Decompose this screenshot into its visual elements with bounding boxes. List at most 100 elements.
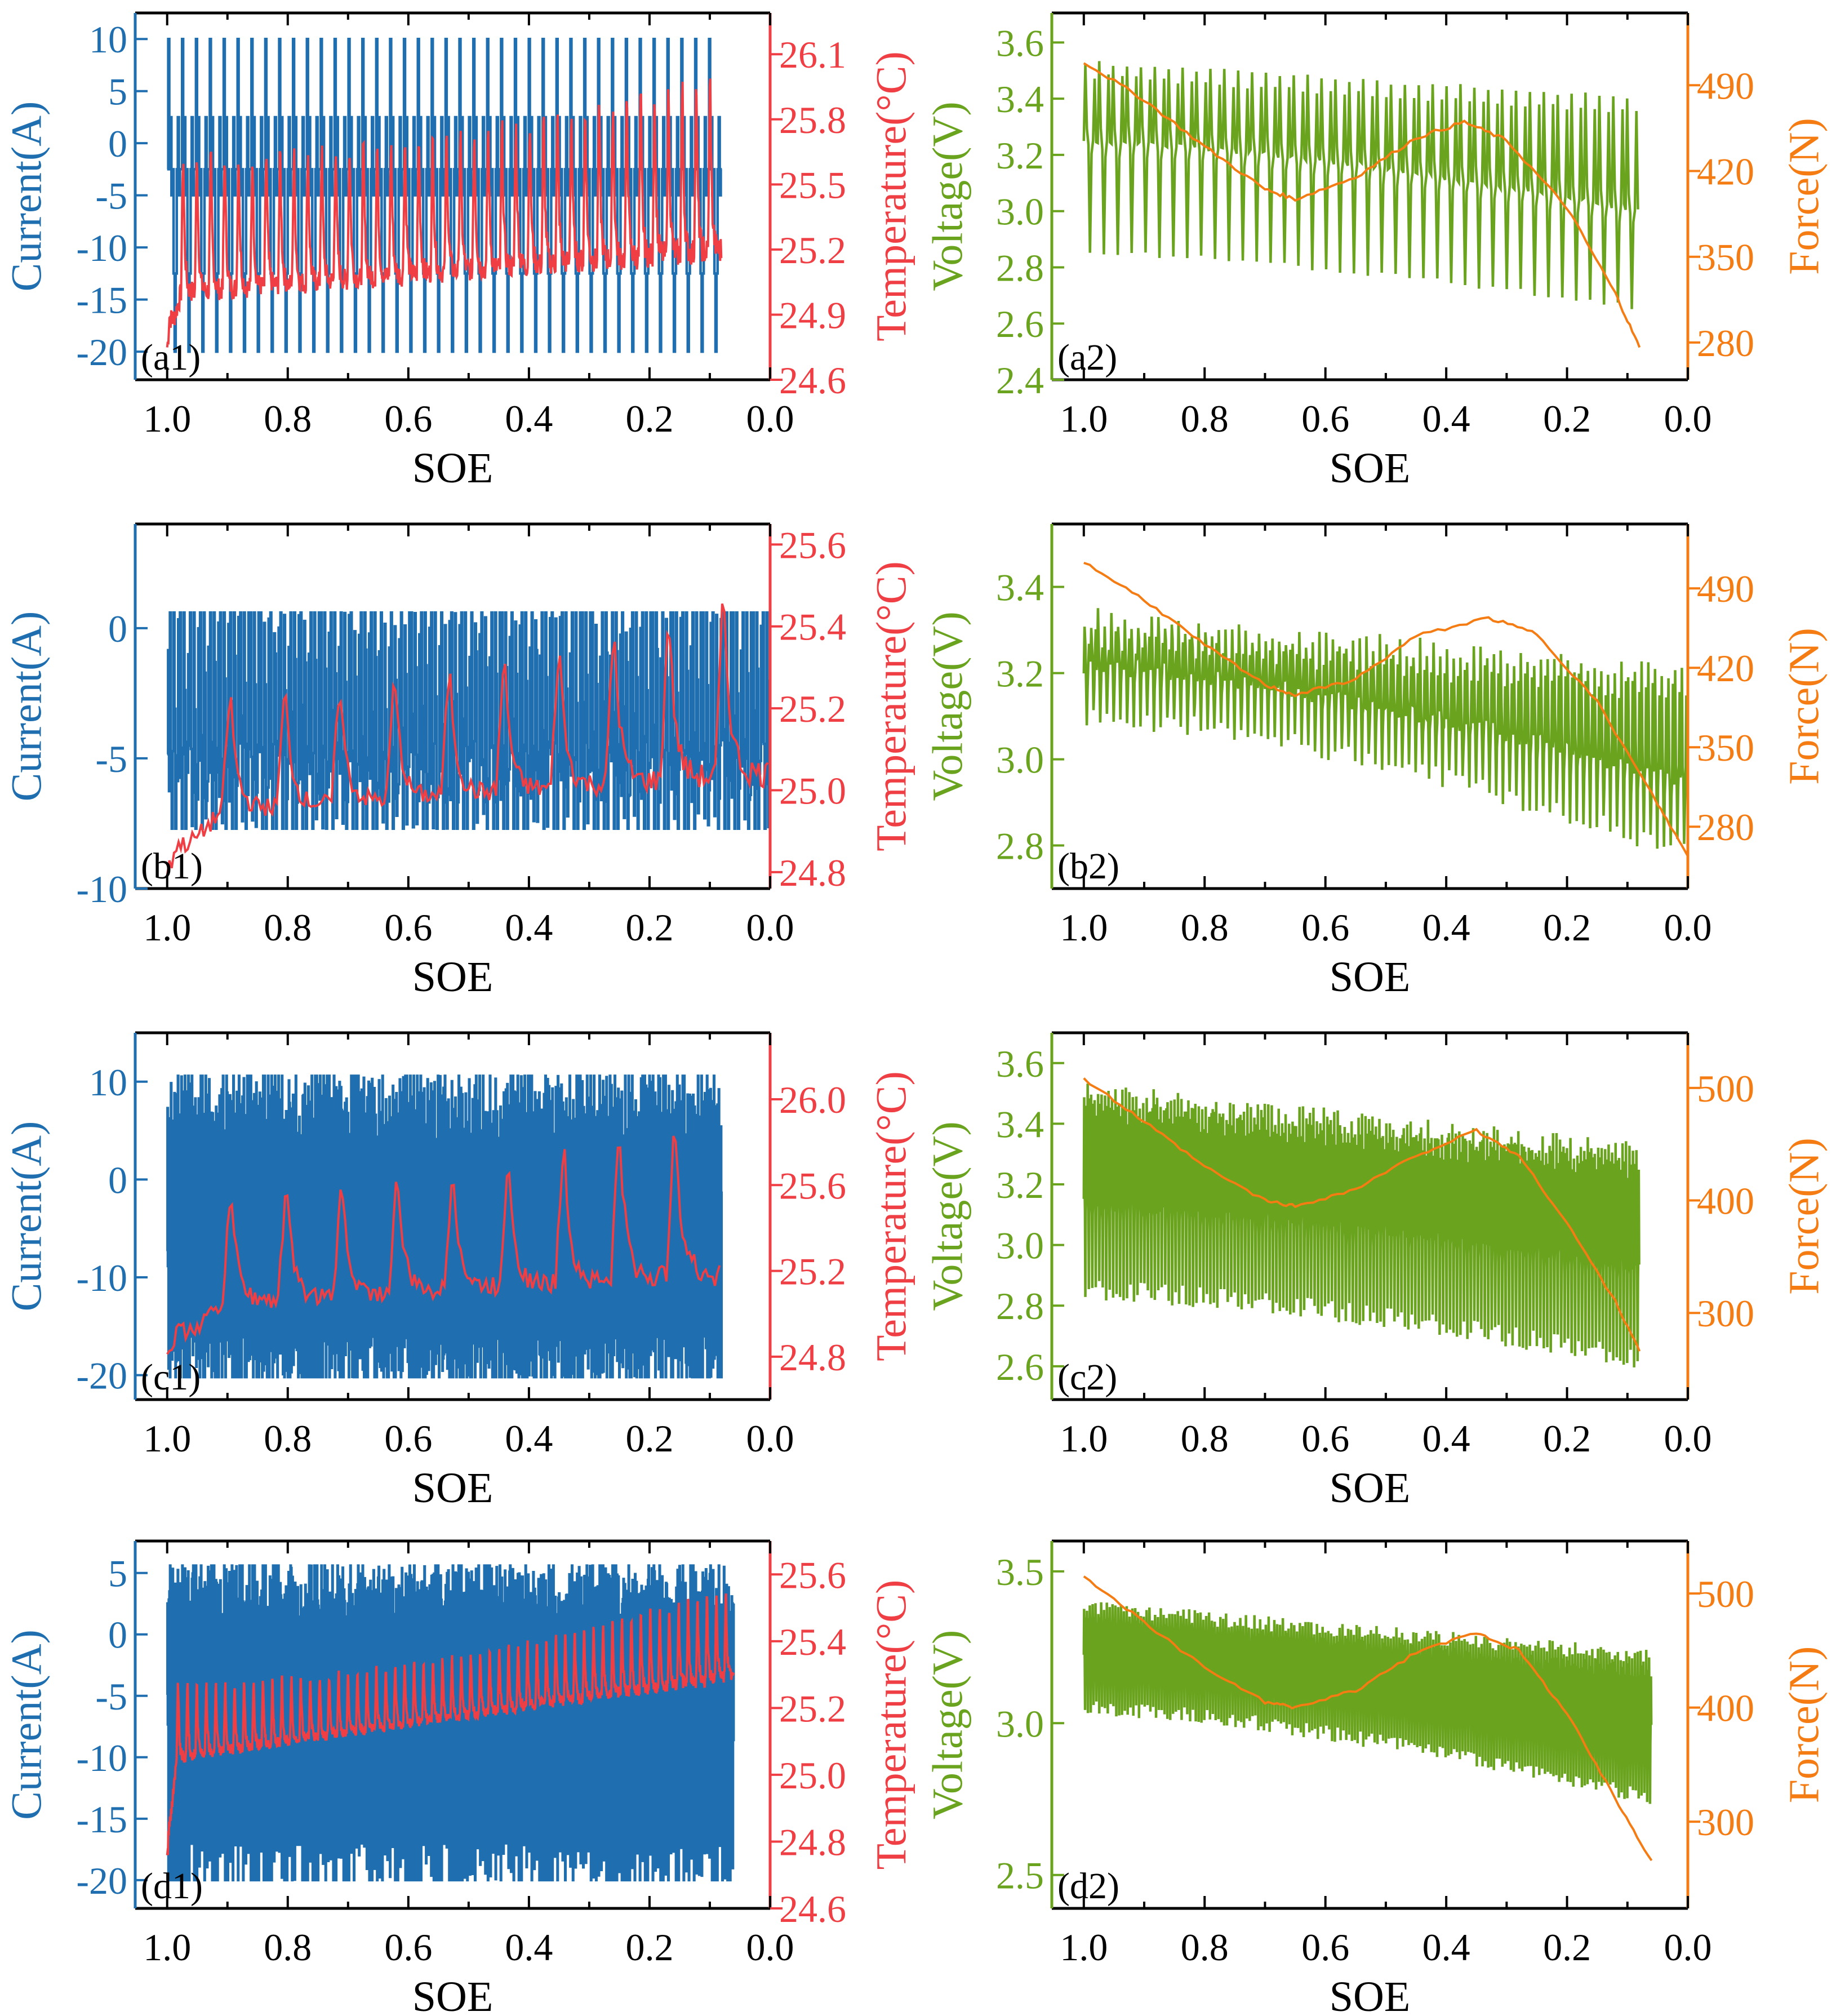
right-y-tick-label: 24.6 xyxy=(779,1888,846,1930)
temperature-series-line xyxy=(166,78,723,348)
left-y-tick-label: 3.0 xyxy=(996,190,1044,233)
right-y-axis-title: Temperature(°C) xyxy=(868,561,915,851)
right-y-tick-label: 25.4 xyxy=(779,606,846,649)
right-y-tick-label: 25.6 xyxy=(779,1164,846,1207)
force-series-line xyxy=(1083,562,1688,857)
panel-b1: 1.0 0.8 0.6 0.4 0.2 0.0 SOE 0 -5 -10 Current(A) 25.… xyxy=(3,522,915,1001)
right-y-tick-label: 24.9 xyxy=(779,294,846,336)
right-y-tick-label: 490 xyxy=(1697,567,1754,610)
force-series-line xyxy=(1083,62,1641,348)
left-y-axis-title: Current(A) xyxy=(3,1629,50,1820)
right-y-tick-label: 24.6 xyxy=(779,359,846,402)
panel-label: (c1) xyxy=(141,1357,201,1398)
panel-label: (a2) xyxy=(1057,337,1117,378)
temperature-series-line xyxy=(166,1135,721,1355)
x-tick-label: 0.0 xyxy=(1664,1926,1712,1969)
x-axis-title: SOE xyxy=(1330,1973,1411,2016)
x-tick-label: 0.4 xyxy=(1422,1926,1470,1969)
right-y-tick-label: 25.2 xyxy=(779,1250,846,1293)
left-y-tick-label: 3.5 xyxy=(996,1551,1044,1593)
right-y-tick-label: 25.2 xyxy=(779,687,846,730)
left-y-tick-label: 3.6 xyxy=(996,21,1044,64)
left-y-tick-label: 0 xyxy=(108,607,127,650)
x-tick-label: 0.2 xyxy=(625,397,673,440)
x-tick-label: 0.4 xyxy=(505,397,553,440)
left-y-axis-title: Current(A) xyxy=(3,101,50,292)
current-series-line xyxy=(166,1564,735,1882)
right-y-tick-label: 420 xyxy=(1697,150,1754,193)
x-tick-label: 0.2 xyxy=(1543,1417,1591,1460)
left-y-tick-label: 0 xyxy=(108,1158,127,1201)
voltage-series-line xyxy=(1082,1084,1641,1367)
panel-a2: 1.0 0.8 0.6 0.4 0.2 0.0 SOE 3.6 3.4 3.2 3.0 2.8 2.6 2… xyxy=(924,11,1828,492)
x-tick-label: 1.0 xyxy=(1060,1417,1108,1460)
x-tick-label: 0.0 xyxy=(746,906,794,949)
x-tick-label: 0.8 xyxy=(264,906,312,949)
left-y-tick-label: 3.2 xyxy=(996,134,1044,177)
x-tick-label: 0.6 xyxy=(384,397,432,440)
left-y-tick-label: -10 xyxy=(76,1737,127,1779)
right-y-tick-label: 24.8 xyxy=(779,1336,846,1379)
left-y-axis-title: Current(A) xyxy=(3,611,50,802)
left-y-tick-label: -10 xyxy=(76,1256,127,1299)
x-tick-label: 0.2 xyxy=(625,906,673,949)
left-y-tick-label: 3.6 xyxy=(996,1042,1044,1085)
right-y-tick-label: 280 xyxy=(1697,322,1754,365)
x-tick-label: 1.0 xyxy=(143,1417,191,1460)
current-series-line xyxy=(166,1074,723,1379)
right-y-axis-title: Force(N) xyxy=(1780,1646,1828,1804)
right-y-tick-label: 400 xyxy=(1697,1687,1754,1730)
right-y-tick-label: 25.2 xyxy=(779,229,846,272)
current-series-line xyxy=(167,37,722,353)
left-y-axis-title: Voltage(V) xyxy=(924,611,971,801)
right-y-tick-label: 300 xyxy=(1697,1801,1754,1844)
x-axis-title: SOE xyxy=(412,1464,494,1512)
right-y-tick-label: 26.1 xyxy=(779,33,846,76)
x-tick-label: 1.0 xyxy=(1060,906,1108,949)
right-y-tick-label: 500 xyxy=(1697,1067,1754,1110)
left-y-tick-label: -5 xyxy=(95,175,127,217)
left-y-tick-label: 3.4 xyxy=(996,566,1044,609)
x-axis-title: SOE xyxy=(1330,1464,1411,1512)
right-y-axis-title: Force(N) xyxy=(1780,628,1828,785)
right-y-tick-label: 25.4 xyxy=(779,1620,846,1663)
left-y-tick-label: -20 xyxy=(76,1859,127,1902)
x-tick-label: 1.0 xyxy=(1060,1926,1108,1969)
x-tick-label: 0.0 xyxy=(746,1926,794,1969)
left-y-tick-label: 10 xyxy=(89,1061,127,1104)
x-tick-label: 0.6 xyxy=(1301,1926,1349,1969)
left-y-tick-label: 5 xyxy=(108,70,127,113)
right-y-tick-label: 24.8 xyxy=(779,851,846,894)
right-y-tick-label: 400 xyxy=(1697,1180,1754,1223)
left-y-tick-label: 2.8 xyxy=(996,825,1044,868)
right-y-tick-label: 420 xyxy=(1697,647,1754,690)
left-y-tick-label: 2.8 xyxy=(996,1285,1044,1327)
left-y-tick-label: 3.4 xyxy=(996,78,1044,121)
x-tick-label: 0.2 xyxy=(625,1417,673,1460)
right-y-tick-label: 25.0 xyxy=(779,1754,846,1797)
voltage-series-line xyxy=(1082,61,1639,309)
left-y-tick-label: -5 xyxy=(95,1675,127,1718)
left-y-tick-label: 10 xyxy=(89,18,127,61)
x-tick-label: 0.8 xyxy=(264,1417,312,1460)
left-y-tick-label: -10 xyxy=(76,868,127,911)
panel-label: (d1) xyxy=(141,1866,203,1907)
right-y-axis-title: Temperature(°C) xyxy=(868,51,915,341)
x-tick-label: 1.0 xyxy=(143,397,191,440)
x-tick-label: 0.4 xyxy=(1422,397,1470,440)
x-tick-label: 0.8 xyxy=(1181,397,1229,440)
x-tick-label: 0.8 xyxy=(1181,906,1229,949)
x-tick-label: 1.0 xyxy=(1060,397,1108,440)
left-y-tick-label: 3.2 xyxy=(996,1164,1044,1206)
right-y-axis-title: Temperature(°C) xyxy=(868,1071,915,1361)
left-y-tick-label: 0 xyxy=(108,122,127,165)
x-tick-label: 0.0 xyxy=(1664,1417,1712,1460)
right-y-tick-label: 25.0 xyxy=(779,770,846,812)
panel-c2: 1.0 0.8 0.6 0.4 0.2 0.0 SOE 3.6 3.4 3.2 3.0 2.8 2.6 V… xyxy=(924,1031,1828,1512)
right-y-tick-label: 280 xyxy=(1697,806,1754,849)
x-tick-label: 0.8 xyxy=(264,397,312,440)
panel-b2: 1.0 0.8 0.6 0.4 0.2 0.0 SOE 3.4 3.2 3.0 2.8 Voltage… xyxy=(924,522,1828,1001)
x-tick-label: 0.6 xyxy=(384,1926,432,1969)
left-y-axis-title: Voltage(V) xyxy=(924,101,971,291)
current-series-line xyxy=(167,611,770,830)
